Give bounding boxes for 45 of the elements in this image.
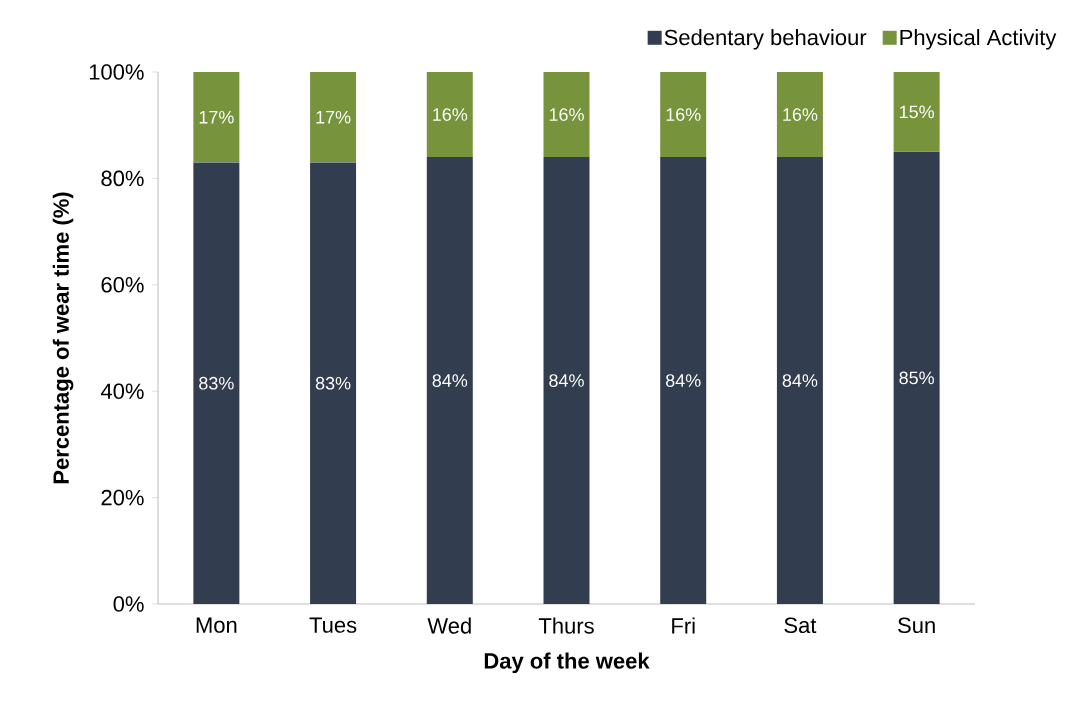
bar — [543, 157, 590, 604]
bar — [893, 71, 940, 152]
x-tick-label: Sun — [898, 617, 935, 634]
bar — [660, 71, 707, 158]
legend-label: Physical Activity — [900, 29, 1057, 50]
data-label: 16% — [549, 108, 584, 121]
x-axis-title: Day of the week — [484, 652, 650, 674]
bar — [193, 162, 240, 604]
bar — [310, 162, 357, 604]
data-label: 17% — [199, 110, 234, 124]
data-label: 84% — [432, 374, 468, 387]
y-axis-title: Percentage of wear time (%) — [52, 192, 74, 484]
data-label: 15% — [899, 105, 935, 119]
bar — [310, 71, 357, 163]
data-label: 16% — [666, 108, 701, 121]
legend-label: Sedentary behaviour — [664, 29, 867, 50]
bar — [776, 71, 823, 158]
y-tick-label: 60% — [101, 276, 144, 293]
x-tick-label: Thurs — [538, 617, 594, 634]
data-label: 84% — [549, 374, 584, 387]
bar — [426, 71, 473, 158]
bar — [426, 157, 473, 604]
data-label: 84% — [782, 374, 818, 387]
x-tick-label: Wed — [427, 617, 471, 634]
y-tick-label: 40% — [100, 383, 144, 399]
data-label: 85% — [899, 371, 935, 385]
data-label: 16% — [433, 108, 468, 121]
data-label: 17% — [316, 110, 351, 124]
bar — [193, 71, 240, 163]
x-tick-label: Mon — [196, 617, 237, 633]
y-tick-label: 100% — [89, 64, 144, 80]
data-label: 84% — [665, 374, 701, 387]
x-tick-label: Tues — [309, 617, 357, 633]
data-label: 83% — [199, 376, 234, 390]
bar — [893, 151, 940, 604]
y-tick-label: 80% — [101, 170, 144, 187]
data-label: 16% — [783, 108, 818, 121]
data-label: 83% — [315, 376, 351, 390]
bar — [776, 157, 823, 604]
bar — [543, 71, 590, 158]
y-tick-label: 20% — [101, 489, 144, 506]
bar — [660, 157, 707, 604]
y-tick-label: 0% — [113, 596, 144, 612]
x-tick-label: Fri — [672, 617, 695, 634]
x-tick-label: Sat — [784, 617, 817, 634]
